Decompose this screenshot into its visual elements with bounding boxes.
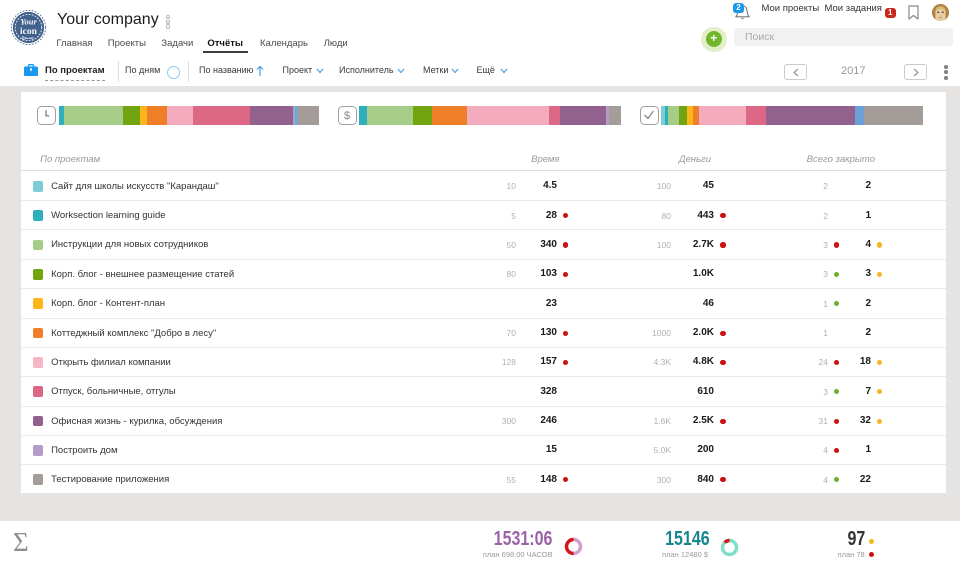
svg-text:icon: icon bbox=[20, 27, 38, 37]
svg-text:Your: Your bbox=[20, 17, 37, 27]
svg-text:$: $ bbox=[343, 110, 349, 122]
